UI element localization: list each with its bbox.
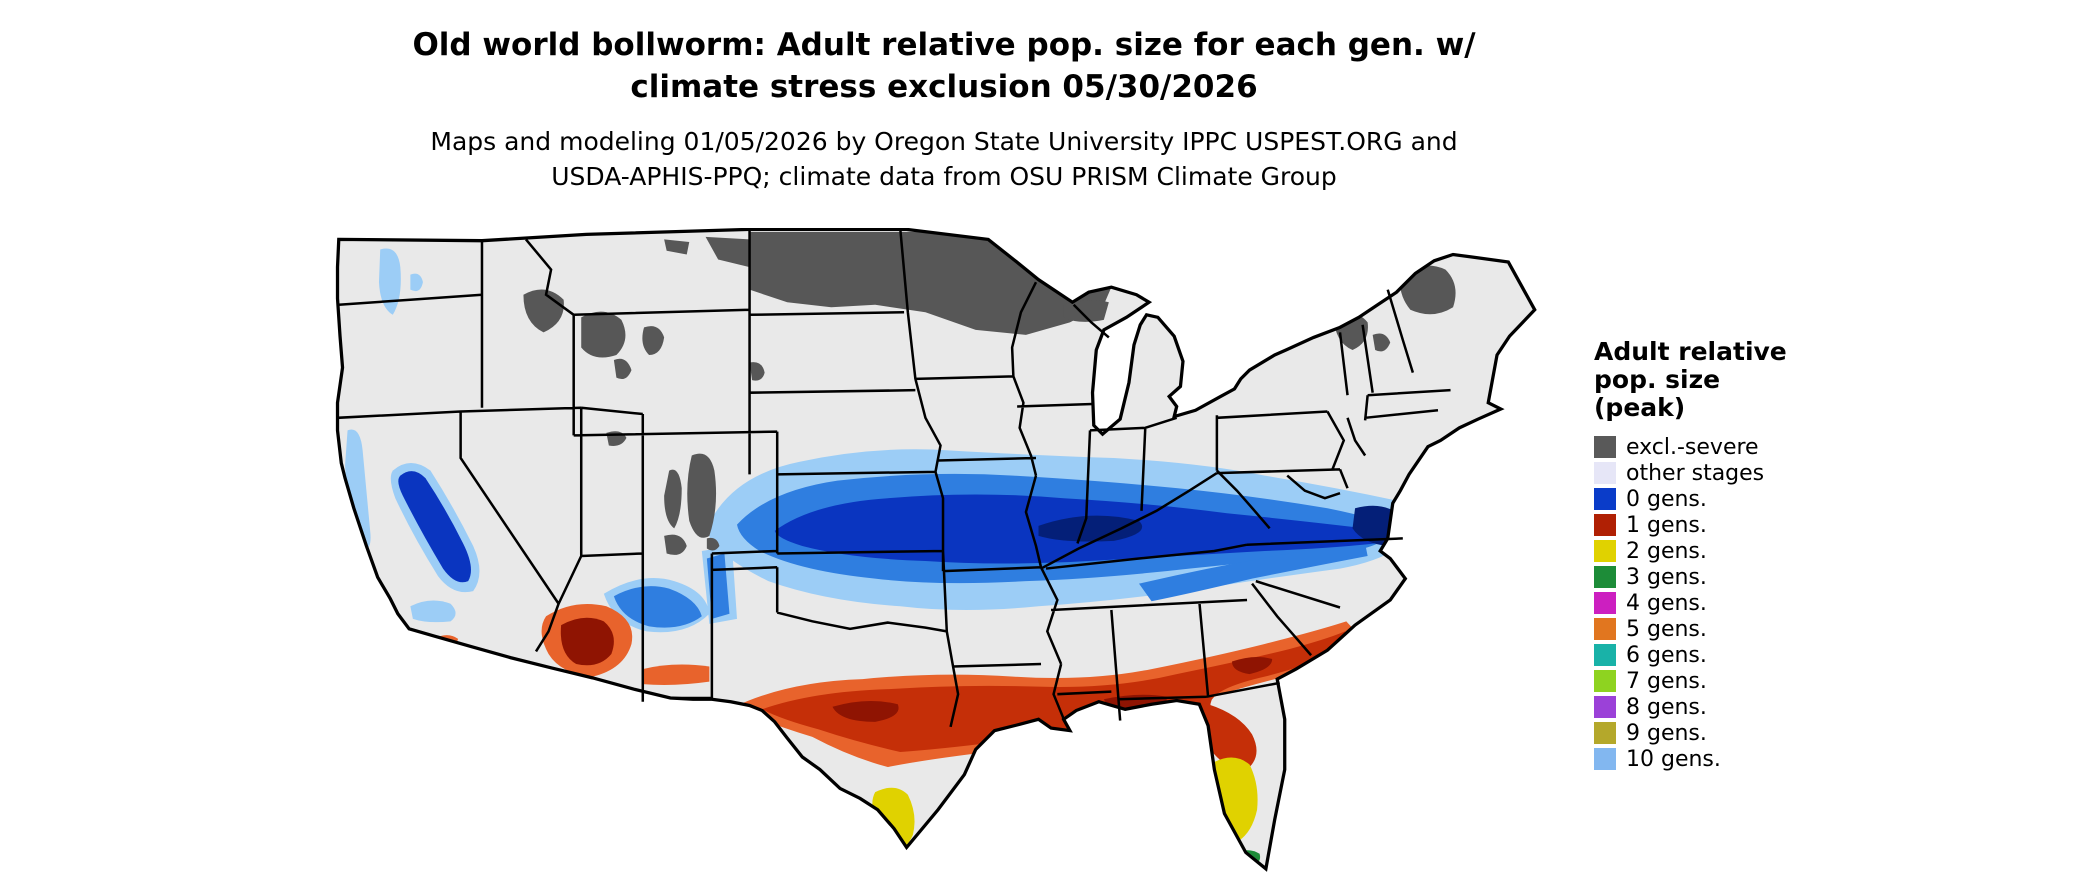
legend-swatch-rect [1594,514,1616,536]
legend-item-label: 5 gens. [1626,616,1707,642]
legend-item-label: 1 gens. [1626,512,1707,538]
region-ca-coast-lightblue [345,429,371,550]
legend-swatch [1594,436,1616,458]
legend-swatch-rect [1594,540,1616,562]
legend-swatch-rect [1594,722,1616,744]
legend-item-label: 6 gens. [1626,642,1707,668]
legend-swatch-rect [1594,644,1616,666]
us-population-map [335,227,1541,884]
legend-item: 2 gens. [1594,538,1854,564]
legend-swatch [1594,696,1616,718]
region-wa-cascades-lightblue [378,248,423,315]
legend-swatch [1594,748,1616,770]
legend-swatch [1594,514,1616,536]
region-socal-mtns-lightblue [410,600,456,623]
legend-item-label: excl.-severe [1626,434,1759,460]
region-excl-north-band [749,231,1112,335]
page-title: Old world bollworm: Adult relative pop. … [0,24,1888,108]
legend-swatch-rect [1594,566,1616,588]
legend-swatch-rect [1594,618,1616,640]
legend-item: 9 gens. [1594,720,1854,746]
region-tn-valley-midblue [1139,543,1368,602]
region-south-texas-yellow [872,787,915,851]
legend-swatch [1594,462,1616,484]
legend: Adult relative pop. size (peak) excl.-se… [1594,338,1854,772]
legend-item: 10 gens. [1594,746,1854,772]
region-nm-south-orange [642,664,710,685]
page-title-line1: Old world bollworm: Adult relative pop. … [412,27,1476,63]
legend-item-label: 4 gens. [1626,590,1707,616]
us-outline [335,227,1537,872]
legend-swatch [1594,670,1616,692]
page-title-line2: climate stress exclusion 05/30/2026 [630,69,1258,105]
page-subtitle-line2: USDA-APHIS-PPQ; climate data from OSU PR… [551,162,1337,191]
legend-swatch-rect [1594,748,1616,770]
legend-swatch-rect [1594,696,1616,718]
region-az-mogollon-midblue [613,586,702,628]
region-excl-east-montana [664,236,750,268]
page-subtitle: Maps and modeling 01/05/2026 by Oregon S… [0,124,1888,194]
legend-item-label: 10 gens. [1626,746,1721,772]
legend-item: 6 gens. [1594,642,1854,668]
legend-item-label: 9 gens. [1626,720,1707,746]
legend-item: 3 gens. [1594,564,1854,590]
legend-title-line3: (peak) [1594,393,1686,422]
legend-item: excl.-severe [1594,434,1854,460]
legend-swatch-rect [1594,592,1616,614]
region-az-red-core [560,617,614,666]
region-excl-rockies [523,289,765,555]
state-borders [337,229,1451,728]
region-ohio-valley-navy [1038,515,1143,542]
legend-swatch [1594,592,1616,614]
legend-item: 1 gens. [1594,512,1854,538]
legend-item: 7 gens. [1594,668,1854,694]
legend-swatch [1594,644,1616,666]
us-map-svg [335,227,1537,872]
legend-swatch-rect [1594,488,1616,510]
legend-item-label: 7 gens. [1626,668,1707,694]
legend-item-label: 3 gens. [1626,564,1707,590]
legend-item: 0 gens. [1594,486,1854,512]
legend-swatch-rect [1594,436,1616,458]
page-subtitle-line1: Maps and modeling 01/05/2026 by Oregon S… [430,127,1458,156]
legend-swatch-rect [1594,462,1616,484]
legend-swatch [1594,540,1616,562]
legend-swatch [1594,488,1616,510]
legend-item-label: 2 gens. [1626,538,1707,564]
legend-title-line2: pop. size [1594,365,1721,394]
legend-title: Adult relative pop. size (peak) [1594,338,1854,422]
legend-item: 5 gens. [1594,616,1854,642]
legend-item-label: 0 gens. [1626,486,1707,512]
legend-swatch-rect [1594,670,1616,692]
legend-item-label: 8 gens. [1626,694,1707,720]
legend-item: 8 gens. [1594,694,1854,720]
legend-swatch [1594,722,1616,744]
legend-title-line1: Adult relative [1594,337,1787,366]
legend-swatch [1594,566,1616,588]
legend-item-label: other stages [1626,460,1765,486]
legend-item: other stages [1594,460,1854,486]
legend-swatch [1594,618,1616,640]
legend-item: 4 gens. [1594,590,1854,616]
region-sierra-deepblue [398,471,471,583]
